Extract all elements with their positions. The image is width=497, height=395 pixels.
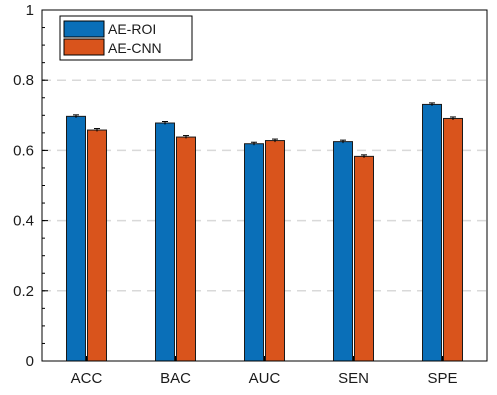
x-tick-label: SEN (338, 370, 369, 387)
x-tick-label: AUC (249, 370, 281, 387)
plot-background (42, 10, 487, 361)
bar-ae-roi-bac (155, 122, 175, 362)
y-tick-label: 0 (26, 353, 34, 370)
bar-ae-cnn-auc (265, 140, 285, 362)
legend-swatch-ae-cnn (63, 38, 105, 56)
bar-ae-roi-auc (244, 143, 264, 362)
bar-ae-cnn-acc (87, 129, 107, 362)
x-tick-label: SPE (427, 370, 457, 387)
y-tick-label: 0.2 (13, 283, 34, 300)
bar-ae-roi-acc (66, 115, 86, 362)
legend-label-ae-roi: AE-ROI (108, 21, 156, 37)
y-tick-label: 0.6 (13, 142, 34, 159)
legend: AE-ROI AE-CNN (59, 15, 193, 61)
bar-ae-cnn-bac (176, 136, 196, 362)
y-tick-label: 0.8 (13, 72, 34, 89)
bar-ae-roi-sen (333, 141, 353, 362)
y-tick-label: 0.4 (13, 213, 34, 230)
legend-swatch-ae-roi (63, 20, 105, 38)
x-tick-label: ACC (71, 370, 103, 387)
bar-ae-roi-spe (422, 103, 442, 362)
y-tick-label: 1 (26, 2, 34, 19)
legend-label-ae-cnn: AE-CNN (108, 40, 162, 56)
y-axis: 0 0.2 0.4 0.6 0.8 1 (13, 2, 48, 370)
x-tick-label: BAC (160, 370, 191, 387)
x-axis: ACC BAC AUC SEN SPE (71, 356, 458, 387)
bar-ae-cnn-sen (354, 155, 374, 362)
bar-ae-cnn-spe (443, 117, 463, 362)
